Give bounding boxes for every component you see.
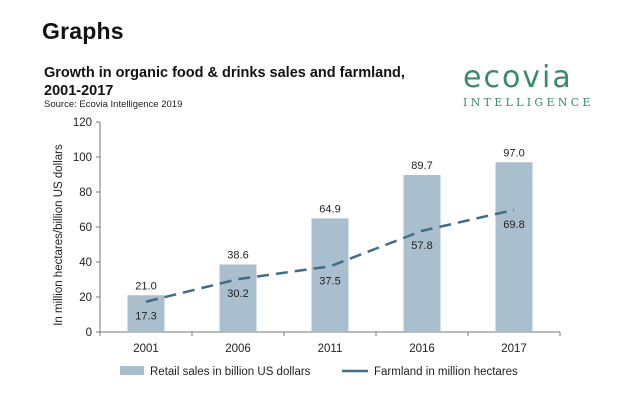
ecovia-logo: ecovia INTELLIGENCE (455, 60, 590, 116)
line-value-label: 69.8 (503, 219, 524, 231)
bar (403, 175, 441, 332)
x-tick-label: 2001 (133, 343, 159, 355)
y-tick-label: 40 (79, 257, 92, 269)
x-tick-label: 2017 (501, 343, 527, 355)
y-tick-label: 0 (86, 327, 92, 339)
bar-value-label: 21.0 (135, 280, 156, 292)
legend-bar-swatch (120, 366, 144, 375)
bar (311, 218, 349, 332)
chart-title: Growth in organic food & drinks sales an… (44, 65, 405, 99)
bar-series (127, 162, 533, 332)
farmland-line (145, 208, 515, 303)
y-tick-label: 60 (79, 222, 92, 234)
bar-value-label: 97.0 (503, 147, 524, 159)
y-axis-label: In million hectares/billion US dollars (53, 144, 65, 326)
legend-bar-label: Retail sales in billion US dollars (150, 366, 311, 378)
line-value-label: 17.3 (135, 311, 156, 323)
y-tick-label: 100 (73, 152, 92, 164)
chart-source: Source: Ecovia Intelligence 2019 (44, 99, 183, 110)
logo-subtitle: INTELLIGENCE (463, 96, 594, 109)
y-tick-label: 80 (79, 187, 92, 199)
chart-legend: Retail sales in billion US dollars Farmla… (120, 366, 518, 378)
x-tick-label: 2006 (225, 343, 251, 355)
bar (219, 264, 257, 332)
line-value-label: 30.2 (227, 288, 248, 300)
bar-value-label: 89.7 (411, 160, 432, 172)
page-heading: Graphs (42, 18, 124, 44)
bar (495, 162, 533, 332)
y-tick-label: 20 (79, 292, 92, 304)
logo-wordmark: ecovia (463, 60, 573, 95)
bar-value-label: 38.6 (227, 249, 248, 261)
x-tick-label: 2016 (409, 343, 435, 355)
data-labels: 21.0 38.6 64.9 89.7 97.0 17.3 30.2 37.5 57.8 69.8 (135, 147, 524, 322)
line-value-label: 37.5 (319, 275, 340, 287)
legend-line-label: Farmland in million hectares (374, 366, 518, 378)
y-tick-label: 120 (73, 117, 92, 129)
bar-value-label: 64.9 (319, 203, 340, 215)
line-value-label: 57.8 (411, 240, 432, 252)
line-series (145, 208, 515, 303)
x-tick-label: 2011 (318, 343, 343, 355)
